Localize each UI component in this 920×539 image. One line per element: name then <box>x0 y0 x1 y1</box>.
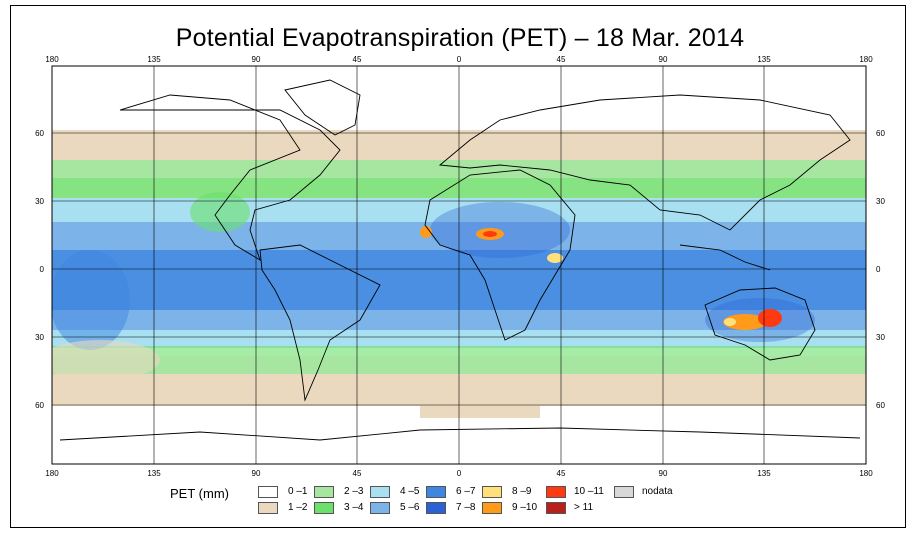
lat-tick: 0 <box>876 265 881 274</box>
lon-tick: 180 <box>45 55 59 64</box>
lat-tick: 60 <box>35 129 44 138</box>
lon-tick: 90 <box>252 55 261 64</box>
lon-ticks-top: 180 135 90 45 0 45 90 135 180 <box>45 55 873 64</box>
hotspot-australia <box>723 314 767 330</box>
lon-tick: 90 <box>659 55 668 64</box>
lat-tick: 60 <box>35 401 44 410</box>
lon-tick: 135 <box>147 55 161 64</box>
lon-tick: 0 <box>457 469 462 478</box>
coast-eurasia <box>438 94 851 231</box>
lat-ticks-left: 60 30 0 30 60 <box>35 129 44 410</box>
coast-africa <box>424 169 576 341</box>
lon-tick: 0 <box>457 55 462 64</box>
lat-tick: 30 <box>35 333 44 342</box>
map-border <box>51 65 867 465</box>
coast-north-america <box>119 94 341 262</box>
lat-tick: 0 <box>40 265 45 274</box>
coast-south-america <box>259 244 381 402</box>
lat-tick: 30 <box>35 197 44 206</box>
lon-tick: 45 <box>353 55 362 64</box>
lon-tick: 135 <box>757 55 771 64</box>
lat-tick: 60 <box>876 129 885 138</box>
coast-australia <box>704 287 816 361</box>
pet-field <box>52 66 866 464</box>
lon-tick: 45 <box>557 469 566 478</box>
lon-tick: 180 <box>859 469 873 478</box>
lon-tick: 180 <box>45 469 59 478</box>
lat-tick: 30 <box>876 197 885 206</box>
coast-antarctica <box>59 427 861 441</box>
lat-ticks-right: 60 30 0 30 60 <box>876 129 885 410</box>
coast-indonesia <box>679 244 771 271</box>
graticule <box>52 66 866 464</box>
figure-frame <box>10 5 906 528</box>
coastlines <box>59 79 861 441</box>
lon-tick: 90 <box>252 469 261 478</box>
lon-ticks-bottom: 180 135 90 45 0 45 90 135 180 <box>45 469 873 478</box>
lon-tick: 90 <box>659 469 668 478</box>
lon-tick: 135 <box>757 469 771 478</box>
map-title: Potential Evapotranspiration (PET) – 18 … <box>175 24 745 52</box>
lon-tick: 45 <box>557 55 566 64</box>
lat-tick: 60 <box>876 401 885 410</box>
lon-tick: 45 <box>353 469 362 478</box>
lat-tick: 30 <box>876 333 885 342</box>
lon-tick: 135 <box>147 469 161 478</box>
lon-tick: 180 <box>859 55 873 64</box>
coast-greenland <box>284 79 361 136</box>
